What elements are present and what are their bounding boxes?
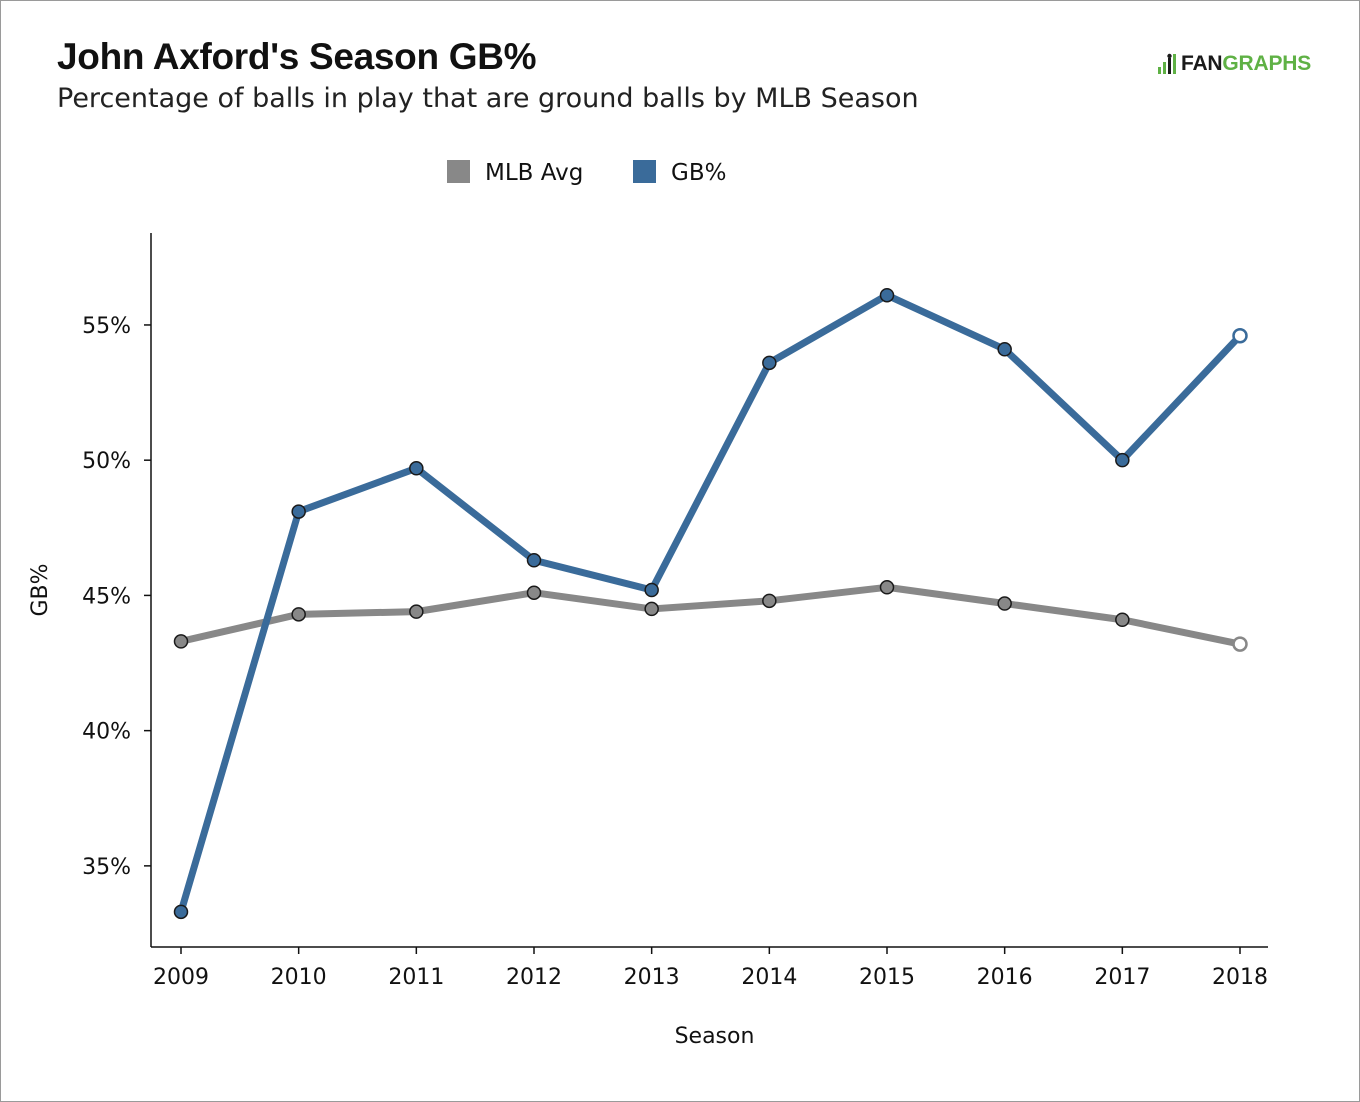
x-tick-label: 2011 bbox=[388, 965, 444, 990]
legend-label: GB% bbox=[671, 160, 726, 186]
data-point bbox=[997, 342, 1012, 357]
data-point bbox=[879, 580, 895, 595]
data-point bbox=[1232, 328, 1248, 344]
data-point bbox=[879, 287, 895, 303]
y-tick-label: 50% bbox=[82, 449, 131, 474]
chart-title: John Axford's Season GB% bbox=[57, 36, 537, 77]
data-point bbox=[644, 601, 659, 617]
data-point bbox=[291, 504, 306, 519]
y-tick-label: 35% bbox=[82, 855, 131, 880]
fangraphs-logo: FAN GRAPHS bbox=[1156, 52, 1311, 76]
series-group bbox=[173, 287, 1248, 920]
x-tick-label: 2012 bbox=[506, 965, 562, 990]
x-tick-label: 2014 bbox=[741, 965, 797, 990]
data-point bbox=[291, 607, 306, 622]
x-tick-label: 2009 bbox=[153, 965, 209, 990]
y-tick-label: 45% bbox=[82, 584, 131, 609]
legend-swatch bbox=[633, 160, 656, 183]
data-point bbox=[1115, 612, 1130, 627]
series-line bbox=[177, 291, 1244, 916]
x-tick-label: 2018 bbox=[1212, 965, 1268, 990]
y-axis-label: GB% bbox=[28, 563, 53, 616]
y-tick-label: 55% bbox=[82, 314, 131, 339]
legend-label: MLB Avg bbox=[485, 160, 583, 186]
data-point bbox=[762, 593, 777, 609]
data-point bbox=[644, 582, 659, 598]
logo-text-graphs: GRAPHS bbox=[1222, 52, 1312, 75]
x-tick-label: 2016 bbox=[977, 965, 1033, 990]
data-point bbox=[173, 634, 189, 649]
y-tick-label: 40% bbox=[82, 720, 131, 745]
x-tick-label: 2015 bbox=[859, 965, 915, 990]
series-line bbox=[177, 583, 1244, 648]
data-point bbox=[1115, 452, 1130, 468]
x-axis-label: Season bbox=[675, 1024, 755, 1049]
x-tick-label: 2017 bbox=[1094, 965, 1150, 990]
data-point bbox=[1232, 636, 1248, 652]
x-tick-label: 2010 bbox=[271, 965, 327, 990]
legend: MLB Avg GB% bbox=[447, 160, 726, 186]
data-point bbox=[409, 461, 424, 476]
data-point bbox=[526, 585, 542, 600]
data-point bbox=[409, 604, 424, 619]
legend-swatch bbox=[447, 160, 470, 183]
data-point bbox=[997, 596, 1012, 611]
data-point bbox=[762, 355, 777, 371]
logo-text-fan: FAN bbox=[1181, 52, 1223, 75]
axes: 35% 40% 45% 50% 55% 2009 2010 2011 2012 2013 2014 2… bbox=[28, 233, 1268, 1049]
data-point bbox=[173, 904, 189, 920]
fangraphs-logo-icon bbox=[1158, 53, 1176, 74]
chart-subtitle: Percentage of balls in play that are gro… bbox=[57, 83, 919, 114]
data-point bbox=[526, 553, 542, 568]
x-tick-label: 2013 bbox=[624, 965, 680, 990]
